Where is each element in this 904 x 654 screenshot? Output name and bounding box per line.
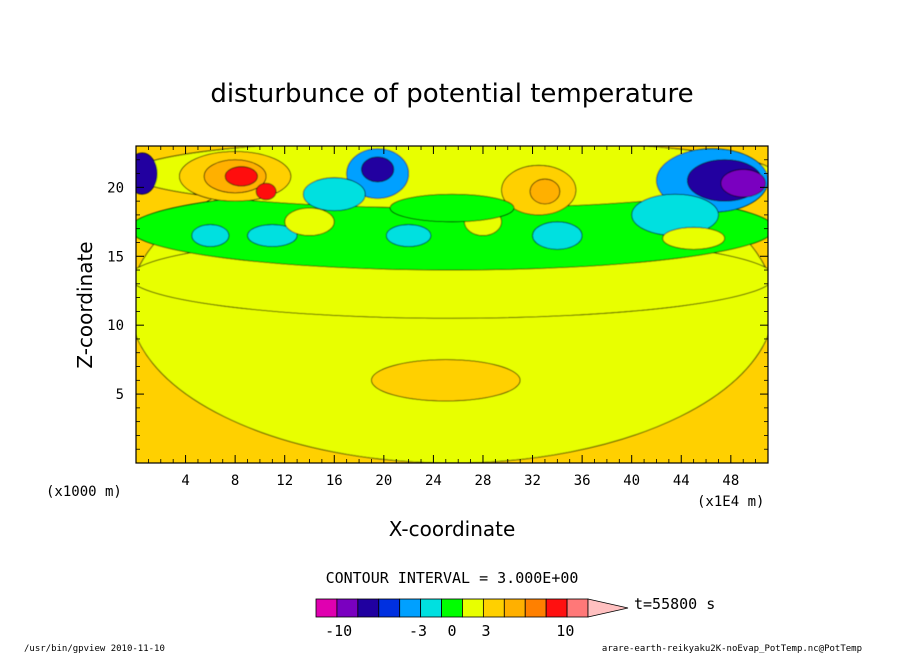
x-axis-ticks: 4 8 12 16 20 24 28 32 36 40 44 48 bbox=[135, 146, 769, 489]
chart-title: disturbunce of potential temperature bbox=[210, 79, 693, 109]
colorbar-segment-10 bbox=[524, 598, 547, 618]
time-label: t=55800 s bbox=[634, 595, 715, 613]
contour-region-7 bbox=[224, 166, 258, 187]
x-tick-label-48: 48 bbox=[722, 473, 739, 489]
contour-region-25 bbox=[662, 226, 726, 250]
colorbar-tick-label-0: -10 bbox=[325, 622, 352, 640]
footer-left: /usr/bin/gpview 2010-11-10 bbox=[24, 644, 165, 654]
plot-frame bbox=[135, 145, 769, 464]
contour-region-17 bbox=[302, 177, 366, 212]
contour-region-16 bbox=[136, 152, 158, 195]
y-tick-label-20: 20 bbox=[107, 180, 124, 196]
contour-region-19 bbox=[191, 224, 230, 248]
contour-regions bbox=[136, 146, 768, 463]
colorbar-segment-5 bbox=[420, 598, 442, 618]
x-tick-label-32: 32 bbox=[524, 473, 541, 489]
colorbar bbox=[315, 598, 629, 618]
colorbar-tick-label-3: 3 bbox=[481, 622, 490, 640]
x-tick-label-20: 20 bbox=[375, 473, 392, 489]
y-axis-ticks: 5 10 15 20 bbox=[107, 145, 768, 464]
colorbar-tick-labels: -10 -3 0 3 10 bbox=[325, 622, 574, 640]
x-tick-label-4: 4 bbox=[181, 473, 189, 489]
y-unit-label: (x1000 m) bbox=[46, 484, 122, 500]
x-tick-label-28: 28 bbox=[475, 473, 492, 489]
x-unit-label: (x1E4 m) bbox=[697, 494, 764, 510]
contour-region-26 bbox=[389, 193, 515, 223]
colorbar-segment-11 bbox=[545, 598, 568, 618]
colorbar-tick-label-1: -3 bbox=[409, 622, 427, 640]
contour-region-8 bbox=[255, 182, 277, 201]
colorbar-segment-4 bbox=[399, 598, 422, 618]
colorbar-segment-2 bbox=[357, 598, 380, 618]
colorbar-segment-0 bbox=[315, 598, 338, 618]
colorbar-tick-label-2: 0 bbox=[447, 622, 456, 640]
footer-right: arare-earth-reikyaku2K-noEvap_PotTemp.nc… bbox=[602, 644, 862, 654]
contour-region-21 bbox=[385, 224, 432, 248]
x-tick-label-16: 16 bbox=[326, 473, 343, 489]
contour-region-12 bbox=[361, 156, 395, 183]
y-tick-label-15: 15 bbox=[107, 249, 124, 265]
colorbar-segment-1 bbox=[336, 598, 359, 618]
x-tick-label-40: 40 bbox=[623, 473, 640, 489]
colorbar-segment-7 bbox=[462, 598, 484, 618]
x-tick-label-24: 24 bbox=[425, 473, 442, 489]
x-tick-label-8: 8 bbox=[231, 473, 239, 489]
colorbar-segment-8 bbox=[482, 598, 505, 618]
contour-region-4 bbox=[371, 359, 521, 402]
colorbar-segment-6 bbox=[441, 598, 463, 618]
colorbar-segment-9 bbox=[503, 598, 526, 618]
x-tick-label-36: 36 bbox=[574, 473, 591, 489]
contour-region-15 bbox=[720, 169, 766, 198]
x-tick-label-44: 44 bbox=[673, 473, 690, 489]
colorbar-tick-label-4: 10 bbox=[556, 622, 574, 640]
y-axis-label: Z-coordinate bbox=[73, 241, 97, 368]
colorbar-segment-12 bbox=[566, 598, 589, 618]
contour-region-10 bbox=[529, 178, 561, 205]
colorbar-arrow bbox=[587, 598, 629, 618]
x-axis-label: X-coordinate bbox=[389, 517, 516, 541]
colorbar-segment-3 bbox=[378, 598, 401, 618]
x-tick-label-12: 12 bbox=[276, 473, 293, 489]
y-tick-label-10: 10 bbox=[107, 318, 124, 334]
contour-region-20 bbox=[247, 224, 298, 248]
contour-region-18 bbox=[532, 221, 583, 250]
contour-interval-label: CONTOUR INTERVAL = 3.000E+00 bbox=[326, 569, 579, 587]
contour-region-23 bbox=[284, 207, 335, 236]
y-tick-label-5: 5 bbox=[116, 387, 124, 403]
